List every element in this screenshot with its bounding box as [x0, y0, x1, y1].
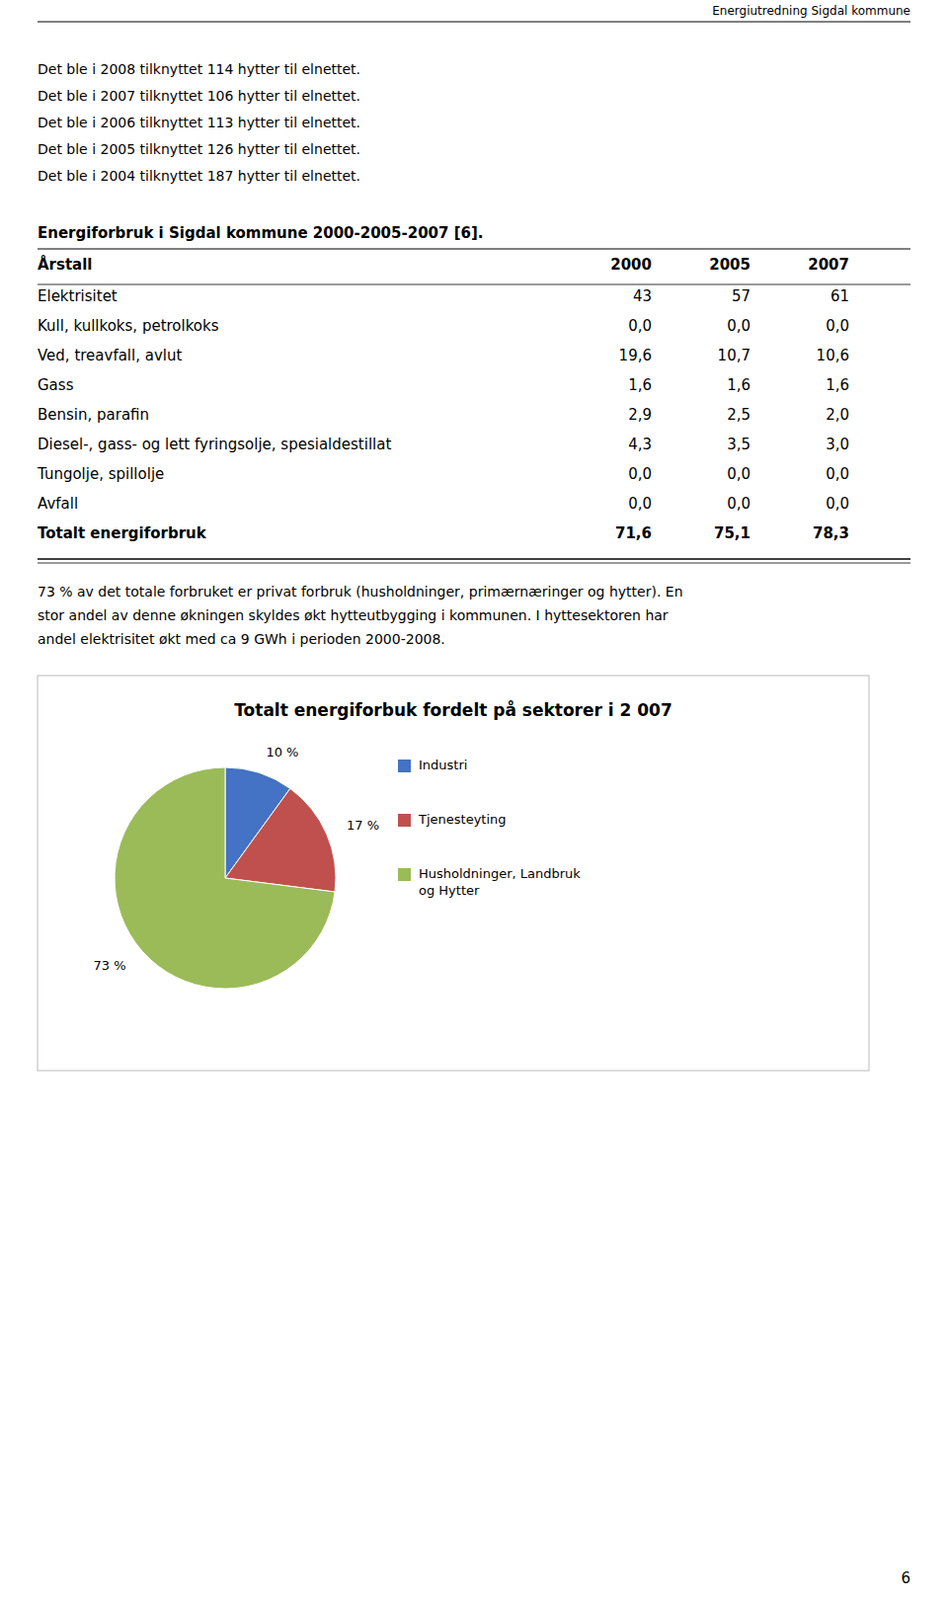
page: Energiutredning Sigdal kommune Det ble i … — [0, 0, 948, 1600]
table-cell: 4,3 — [628, 435, 652, 454]
table-cell: 19,6 — [619, 346, 652, 365]
paragraph-line: andel elektrisitet økt med ca 9 GWh i pe… — [37, 631, 446, 647]
bullet-line: Det ble i 2007 tilknyttet 106 hytter til… — [37, 87, 361, 104]
table-cell: Ved, treavfall, avlut — [37, 346, 182, 365]
table-cell: Tungolje, spillolje — [36, 465, 164, 483]
legend-swatch — [397, 868, 411, 881]
table-cell: 0,0 — [825, 316, 850, 335]
table-cell: Kull, kullkoks, petrolkoks — [37, 316, 220, 335]
table-cell: 3,5 — [726, 435, 751, 454]
legend-entry: Industri — [418, 757, 468, 773]
table-cell: 75,1 — [713, 524, 751, 543]
header-rule — [37, 21, 911, 23]
bullet-line: Det ble i 2006 tilknyttet 113 hytter til… — [37, 114, 361, 131]
table-cell: 57 — [731, 287, 751, 306]
table-cell: Totalt energiforbruk — [37, 524, 208, 543]
data-label: 73 % — [92, 957, 126, 973]
table-cell: Gass — [37, 376, 75, 395]
chart-frame — [37, 675, 869, 1071]
table-cell: 78,3 — [812, 524, 850, 543]
table-cell: Elektrisitet — [37, 287, 118, 306]
header-text: Energiutredning Sigdal kommune — [711, 3, 911, 18]
paragraph-line: 73 % av det totale forbruket er privat f… — [37, 583, 684, 600]
table-header: 2005 — [709, 255, 751, 274]
table-cell: 3,0 — [825, 435, 850, 454]
pie-labels: 10 % 17 % 73 % — [92, 744, 380, 973]
legend-swatch — [397, 813, 411, 827]
bullet-line: Det ble i 2008 tilknyttet 114 hytter til… — [37, 61, 361, 78]
table-cell: 2,9 — [628, 405, 652, 424]
paragraph-line: stor andel av denne økningen skyldes økt… — [37, 607, 669, 624]
legend-entry-line: og Hytter — [418, 882, 480, 898]
table-rule — [37, 284, 911, 286]
legend-entry-line: Husholdninger, Landbruk — [418, 866, 581, 881]
table-cell: 0,0 — [628, 494, 652, 513]
legend-entry: Husholdninger, Landbrukog Hytter — [418, 866, 581, 898]
legend-entry-line: Industri — [418, 757, 468, 773]
table-rule — [37, 557, 911, 560]
table-header: Årstall — [37, 254, 93, 274]
table-cell: Bensin, parafin — [37, 405, 150, 424]
legend-swatch — [397, 759, 411, 773]
table-cell: 0,0 — [628, 316, 652, 335]
table-header: 2007 — [807, 255, 850, 274]
table-cell: 10,7 — [717, 346, 751, 365]
table-rule — [37, 562, 911, 564]
data-label: 17 % — [346, 817, 380, 833]
table-cell: 61 — [830, 287, 850, 306]
table-cell: 0,0 — [726, 316, 751, 335]
table-cell: 43 — [632, 287, 652, 306]
table-cell: 1,6 — [825, 376, 850, 395]
table-cell: 0,0 — [628, 465, 652, 483]
pie-slice — [114, 767, 335, 989]
table-cell: 0,0 — [726, 465, 751, 483]
table-cell: 71,6 — [615, 524, 652, 543]
table-cell: 10,6 — [816, 346, 850, 365]
table-cell: 1,6 — [726, 376, 751, 395]
pie-slice — [225, 788, 336, 892]
chart-title: Totalt energiforbuk fordelt på sektorer … — [234, 699, 673, 720]
table-rule — [37, 247, 911, 249]
page-number: 6 — [900, 1569, 911, 1587]
table-cell: Avfall — [37, 494, 79, 513]
table-header: 2000 — [610, 255, 652, 274]
table-title: Energiforbruk i Sigdal kommune 2000-2005… — [37, 224, 484, 242]
legend-entry-line: Tjenesteyting — [417, 811, 507, 827]
table-cell: 2,0 — [825, 405, 850, 424]
background — [0, 0, 948, 1600]
table-cell: Diesel-, gass- og lett fyringsolje, spes… — [37, 435, 392, 454]
table-cell: 0,0 — [825, 465, 850, 483]
table-cell: 1,6 — [628, 376, 652, 395]
table-cell: 2,5 — [726, 405, 751, 424]
bullet-line: Det ble i 2004 tilknyttet 187 hytter til… — [37, 167, 361, 184]
data-label: 10 % — [265, 744, 299, 760]
bullet-line: Det ble i 2005 tilknyttet 126 hytter til… — [37, 141, 361, 158]
legend: Industri Tjenesteyting Husholdninger, Land… — [397, 757, 581, 898]
legend-entry: Tjenesteyting — [417, 811, 507, 827]
table-cell: 0,0 — [825, 494, 850, 513]
table-cell: 0,0 — [726, 494, 751, 513]
pie — [114, 767, 336, 989]
